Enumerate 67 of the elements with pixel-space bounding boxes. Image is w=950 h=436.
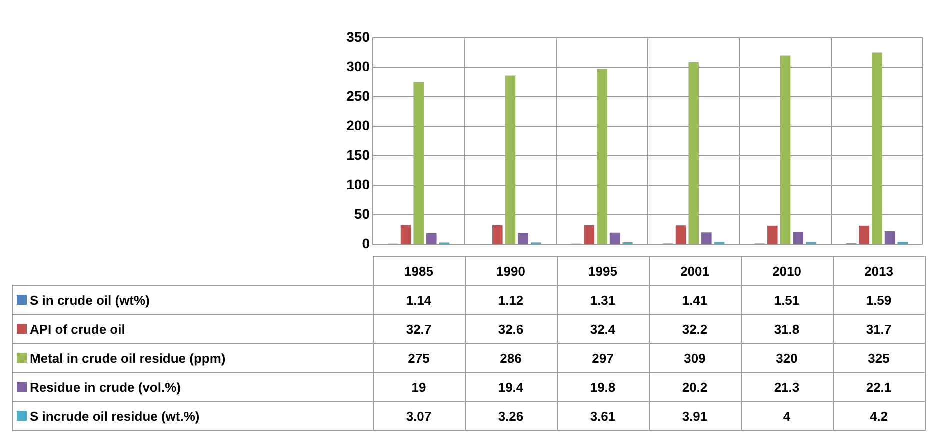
legend-label: Metal in crude oil residue (ppm) bbox=[12, 344, 373, 372]
data-label: 21.3 bbox=[741, 372, 833, 402]
legend-label: S incrude oil residue (wt.%) bbox=[12, 402, 373, 430]
data-label: 297 bbox=[557, 344, 649, 372]
data-label: 22.1 bbox=[833, 372, 925, 402]
x-tick-label: 2001 bbox=[649, 256, 741, 286]
bar bbox=[780, 56, 791, 244]
bar bbox=[859, 226, 870, 244]
data-label: 4.2 bbox=[833, 402, 925, 430]
bar bbox=[884, 232, 896, 244]
y-tick-label: 150 bbox=[346, 146, 370, 163]
x-tick-label: 1985 bbox=[373, 256, 465, 286]
y-tick-label: 300 bbox=[346, 58, 370, 74]
data-label: 32.4 bbox=[557, 314, 649, 344]
bar bbox=[505, 76, 516, 244]
x-tick-label: 2013 bbox=[833, 256, 925, 286]
legend-label: S in crude oil (wt%) bbox=[12, 286, 373, 314]
data-label: 3.07 bbox=[373, 402, 465, 430]
data-label: 309 bbox=[649, 344, 741, 372]
data-label: 1.59 bbox=[833, 286, 925, 314]
data-label: 1.51 bbox=[741, 286, 833, 314]
data-label: 275 bbox=[373, 344, 465, 372]
data-label: 32.6 bbox=[465, 314, 557, 344]
bar bbox=[426, 233, 437, 244]
data-label: 19 bbox=[373, 372, 465, 402]
bar bbox=[610, 232, 620, 244]
y-tick-label: 50 bbox=[354, 206, 370, 222]
x-tick-label: 1995 bbox=[557, 256, 649, 286]
data-label: 19.8 bbox=[557, 372, 649, 402]
data-label: 286 bbox=[465, 344, 557, 372]
data-label: 4 bbox=[741, 402, 833, 430]
data-label: 3.61 bbox=[557, 402, 649, 430]
bar bbox=[702, 232, 712, 244]
data-label: 325 bbox=[833, 344, 925, 372]
x-tick-label: 2010 bbox=[741, 256, 833, 286]
bar bbox=[518, 233, 528, 244]
data-label: 1.31 bbox=[557, 286, 649, 314]
bar bbox=[400, 225, 412, 244]
x-tick-label: 1990 bbox=[465, 256, 557, 286]
data-label: 1.12 bbox=[465, 286, 557, 314]
y-tick-label: 100 bbox=[346, 176, 370, 192]
data-label: 20.2 bbox=[649, 372, 741, 402]
bar bbox=[414, 82, 424, 244]
legend-label: API of crude oil bbox=[12, 314, 373, 344]
bar bbox=[676, 226, 686, 244]
data-label: 3.91 bbox=[649, 402, 741, 430]
bar bbox=[597, 69, 608, 244]
data-label: 3.26 bbox=[465, 402, 557, 430]
bar bbox=[768, 226, 778, 244]
y-tick-label: 350 bbox=[346, 28, 370, 45]
bar bbox=[688, 62, 699, 244]
bar bbox=[492, 225, 503, 244]
bar bbox=[793, 232, 804, 244]
data-label: 1.41 bbox=[649, 286, 741, 314]
y-tick-label: 250 bbox=[346, 88, 370, 104]
y-tick-label: 0 bbox=[362, 235, 370, 252]
legend-label: Residue in crude (vol.%) bbox=[12, 372, 373, 402]
data-label: 31.7 bbox=[833, 314, 925, 344]
bar bbox=[584, 225, 594, 244]
y-tick-label: 200 bbox=[346, 117, 370, 134]
data-label: 320 bbox=[741, 344, 833, 372]
data-label: 32.2 bbox=[649, 314, 741, 344]
data-label: 1.14 bbox=[373, 286, 465, 314]
data-label: 32.7 bbox=[373, 314, 465, 344]
data-label: 19.4 bbox=[465, 372, 557, 402]
bar bbox=[872, 52, 882, 244]
data-label: 31.8 bbox=[741, 314, 833, 344]
